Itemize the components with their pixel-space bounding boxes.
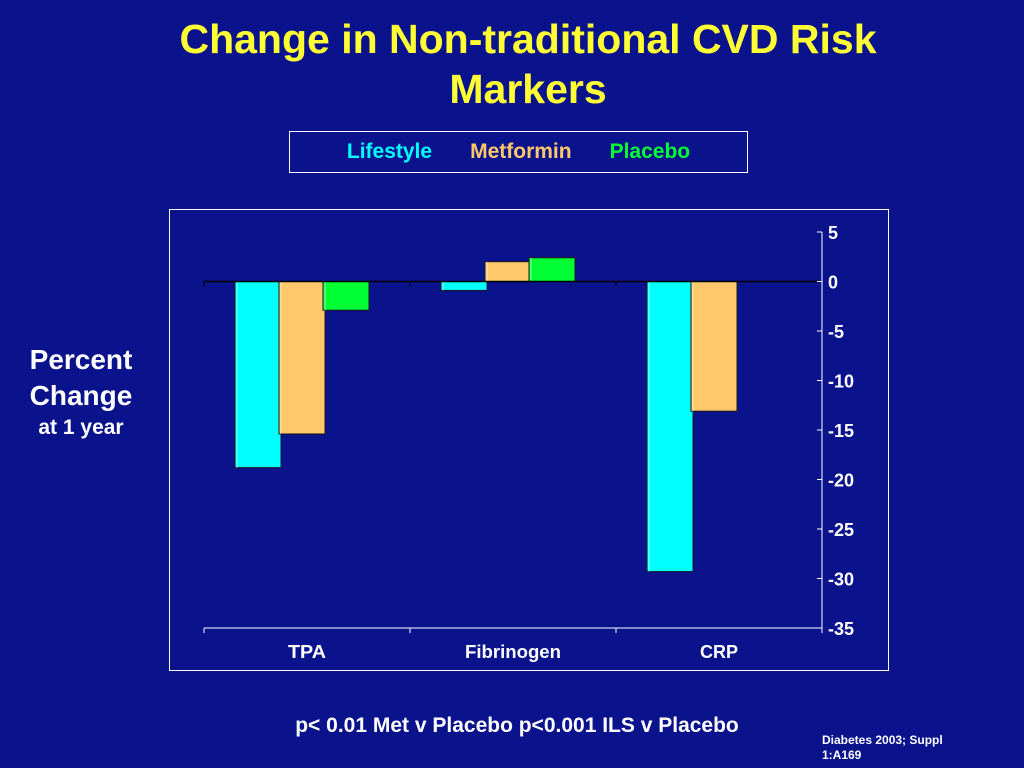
bar-placebo-tpa [322,281,370,311]
source-citation: Diabetes 2003; Suppl 1:A169 [822,733,943,762]
bar-lifestyle-tpa [234,281,282,469]
bar-chart: TPA Fibrinogen CRP 5 0 -5 -10 -15 -20 -25 -30 -35 [203,223,854,662]
bar-placebo-fibrinogen [528,257,576,283]
x-tick-label-tpa: TPA [288,642,326,662]
y-tick-label: 5 [828,223,838,243]
y-axis-label: Percent Change at 1 year [10,342,152,442]
y-axis-label-line1: Percent [29,344,133,375]
y-axis-label-line3: at 1 year [38,416,124,439]
bar-metformin-crp [690,281,738,412]
bar-metformin-tpa [278,281,326,435]
y-axis-label-line2: Change [29,380,133,411]
y-tick-label: -35 [828,619,854,639]
y-tick-label: -25 [828,520,854,540]
y-tick-label: -20 [828,471,854,491]
chart-legend: Lifestyle Metformin Placebo [289,131,748,173]
legend-entry-placebo: Placebo [609,140,691,163]
bar-lifestyle-fibrinogen [440,281,488,291]
y-tick-label: -10 [828,372,854,392]
y-tick-label: 0 [828,273,838,293]
legend-entry-metformin: Metformin [470,140,572,163]
y-tick-label: -5 [828,322,844,342]
bar-metformin-fibrinogen [484,261,532,282]
x-tick-label-crp: CRP [700,642,738,662]
y-tick-label: -30 [828,570,854,590]
legend-entry-lifestyle: Lifestyle [346,140,433,163]
chart-title: Change in Non-traditional CVD Risk Marke… [179,16,877,112]
bar-lifestyle-crp [646,281,694,573]
significance-note: p< 0.01 Met v Placebo p<0.001 ILS v Plac… [295,714,739,737]
y-tick-label: -15 [828,421,854,441]
x-tick-label-fibrinogen: Fibrinogen [465,642,561,662]
plot-area: TPA Fibrinogen CRP 5 0 -5 -10 -15 -20 -25 -30 -35 [169,209,889,671]
